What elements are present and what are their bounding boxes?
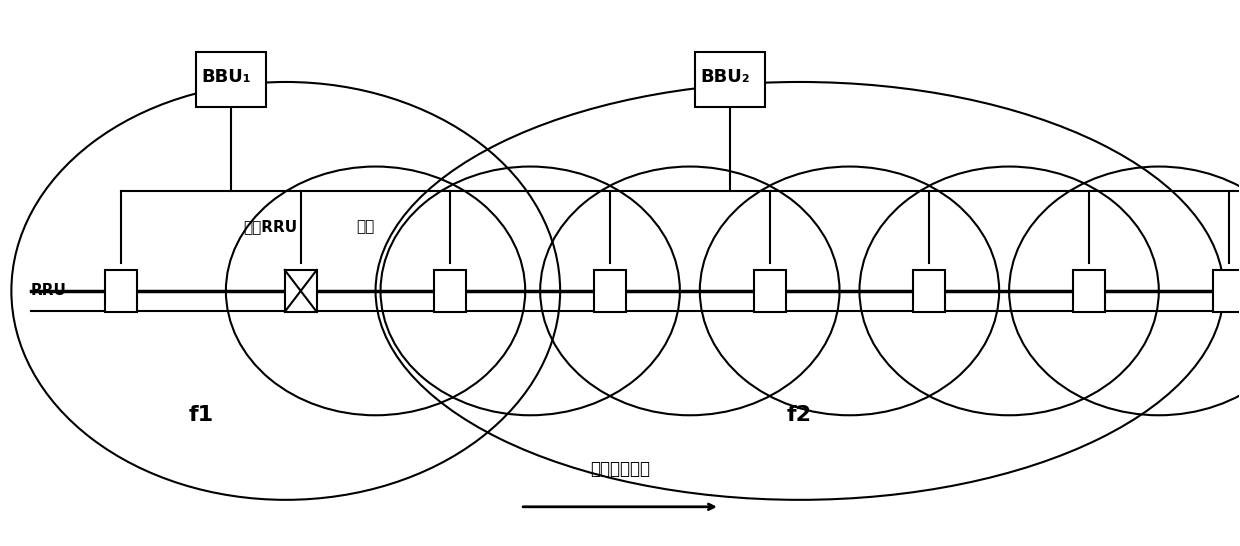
Bar — [694, 52, 765, 107]
Bar — [914, 270, 945, 312]
Bar — [196, 52, 265, 107]
Text: RRU: RRU — [30, 283, 66, 299]
Bar — [105, 270, 138, 312]
Bar — [434, 270, 466, 312]
Bar — [594, 270, 626, 312]
Bar — [1213, 270, 1240, 312]
Text: 故障: 故障 — [356, 219, 374, 234]
Text: 内部RRU: 内部RRU — [244, 219, 298, 234]
Text: BBU₁: BBU₁ — [201, 68, 250, 86]
Text: 列车行驶方向: 列车行驶方向 — [590, 460, 650, 478]
Text: BBU₂: BBU₂ — [699, 68, 749, 86]
Text: f1: f1 — [188, 405, 213, 425]
Bar — [285, 270, 316, 312]
Text: f2: f2 — [787, 405, 812, 425]
Bar — [754, 270, 786, 312]
Bar — [1073, 270, 1105, 312]
